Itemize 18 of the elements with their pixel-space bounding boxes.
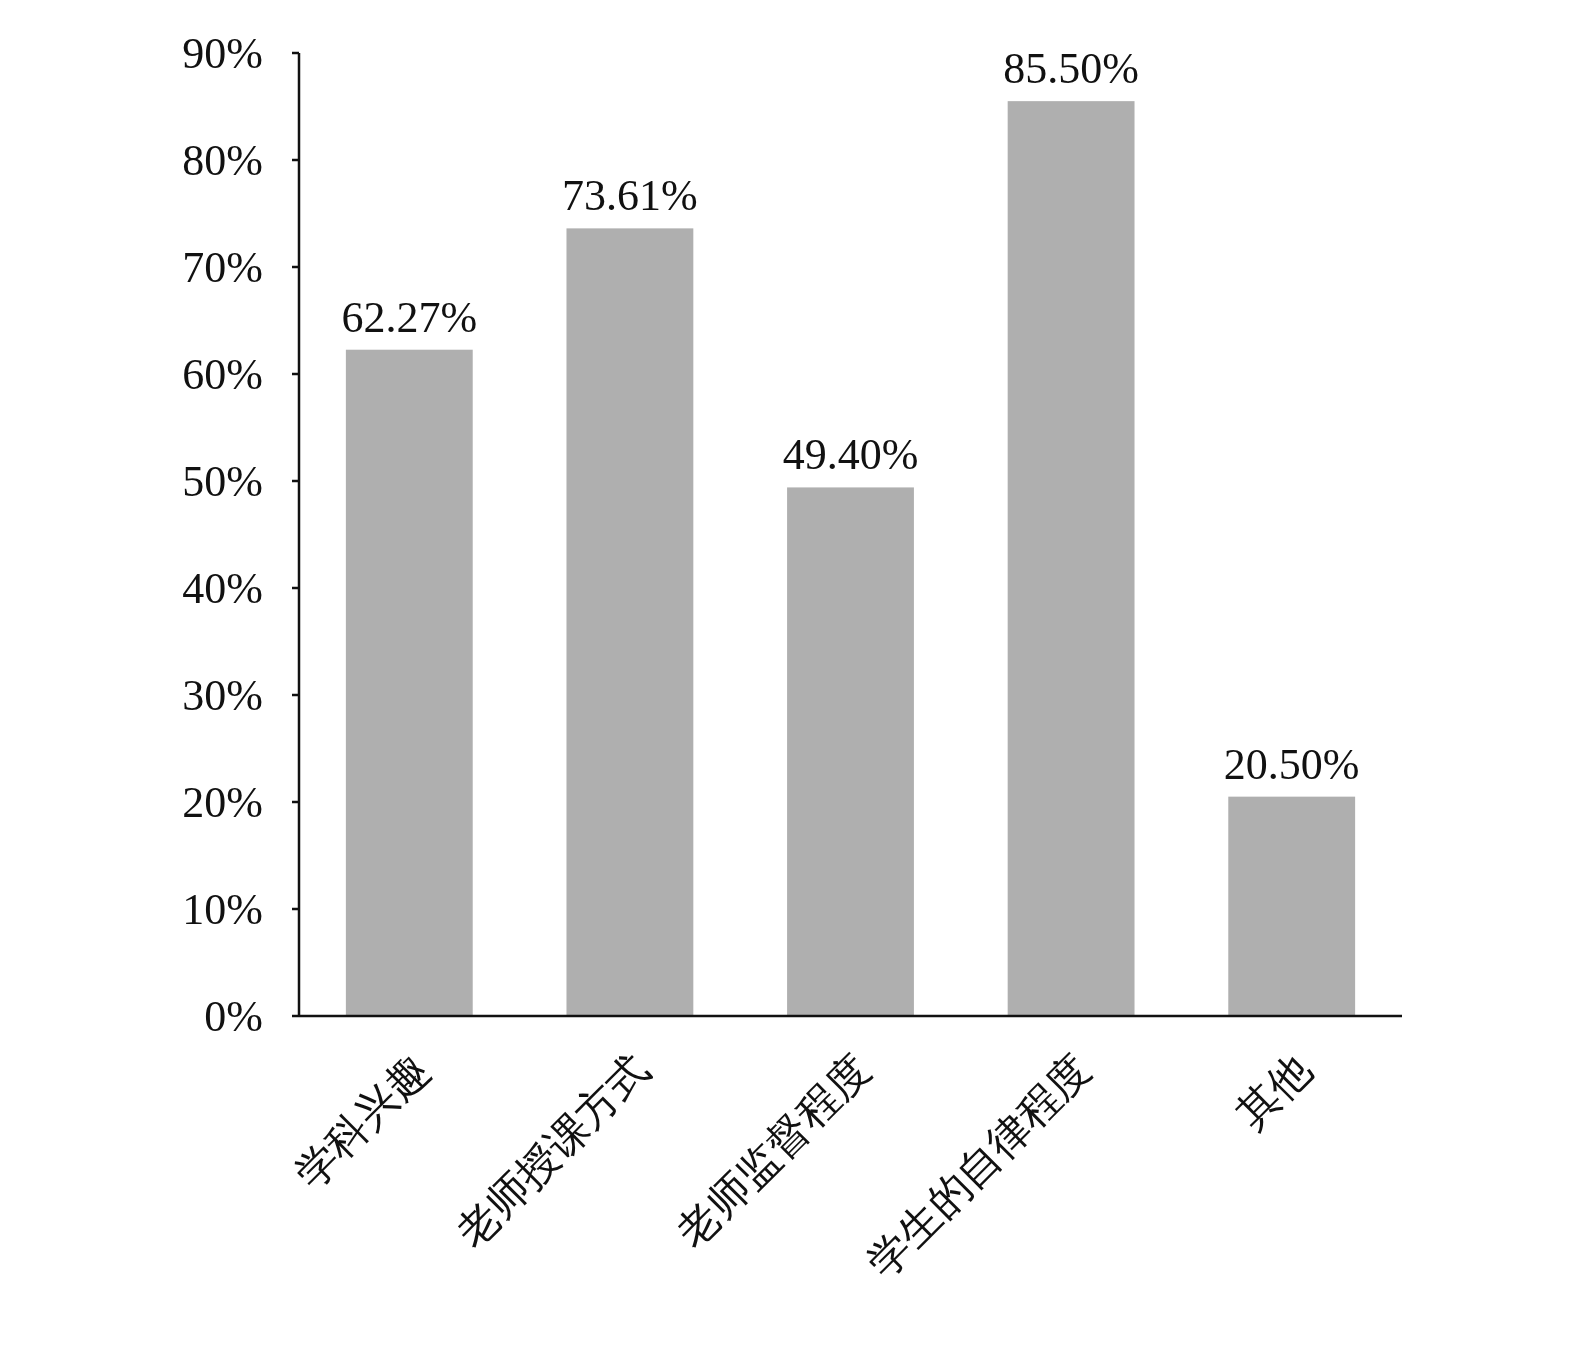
y-tick-label: 10% [182,885,263,934]
y-tick-label: 50% [182,457,263,506]
data-label: 85.50% [1003,44,1139,94]
data-label: 49.40% [782,430,919,480]
y-tick-label: 60% [182,350,263,399]
y-tick-label: 20% [182,778,263,827]
x-tick-label: 老师授课方式 [447,1045,659,1257]
data-label: 73.61% [562,171,698,221]
y-tick-label: 90% [182,29,263,78]
x-tick-label: 学科兴趣 [286,1045,438,1198]
y-tick-label: 0% [204,992,263,1041]
y-tick-label: 30% [182,671,263,720]
data-label: 62.27% [341,292,478,342]
y-tick-label: 40% [182,564,263,613]
x-tick-label: 其他 [1228,1045,1321,1138]
y-tick-label: 80% [182,136,263,185]
data-label: 20.50% [1223,739,1360,789]
y-tick-label: 70% [182,243,263,292]
